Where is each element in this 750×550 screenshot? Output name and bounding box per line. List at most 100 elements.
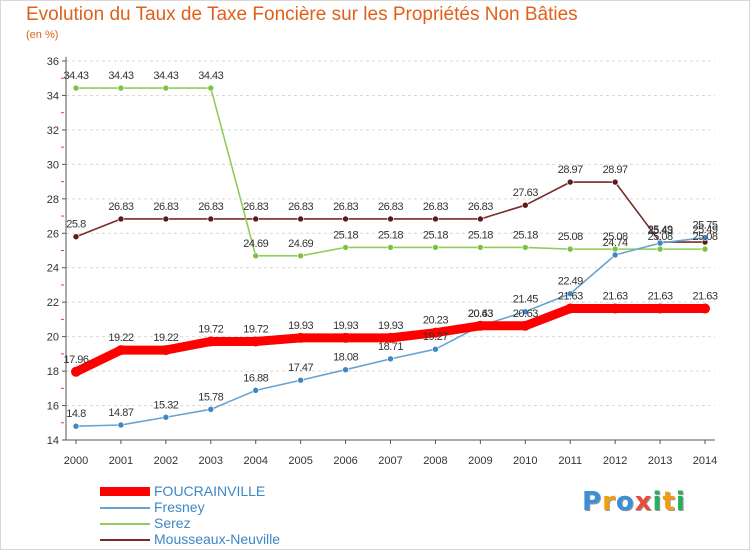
data-label: 25.18 xyxy=(423,229,448,241)
data-point xyxy=(207,406,215,413)
data-point xyxy=(297,215,304,223)
data-point xyxy=(566,290,574,298)
data-label: 22.49 xyxy=(558,276,583,288)
data-point xyxy=(117,84,125,92)
data-label: 34.43 xyxy=(153,70,178,82)
data-point xyxy=(565,303,576,314)
legend-swatch xyxy=(100,523,150,525)
data-point xyxy=(656,239,664,247)
data-label: 25.18 xyxy=(468,229,493,241)
data-point xyxy=(252,252,260,260)
data-label: 25.18 xyxy=(378,229,403,241)
data-label: 26.83 xyxy=(333,201,358,213)
data-point xyxy=(432,215,439,223)
x-tick-label: 2008 xyxy=(423,455,447,467)
data-label: 20.43 xyxy=(468,308,493,320)
data-point xyxy=(205,336,216,347)
data-label: 25.49 xyxy=(648,224,673,236)
data-label: 19.22 xyxy=(153,332,178,344)
data-label: 21.63 xyxy=(648,291,673,303)
data-point xyxy=(117,421,125,429)
logo-letter: x xyxy=(634,487,653,517)
data-label: 28.97 xyxy=(558,164,583,176)
y-tick-label: 28 xyxy=(47,194,59,206)
logo-letter: P xyxy=(582,487,603,517)
data-point xyxy=(477,244,484,251)
unit-label: (en %) xyxy=(26,29,59,41)
data-label: 26.83 xyxy=(423,201,448,213)
proxiti-logo: Proxiti xyxy=(582,487,686,517)
data-point xyxy=(71,366,81,377)
data-point xyxy=(160,345,171,356)
data-point xyxy=(566,178,574,186)
data-point xyxy=(385,332,396,343)
logo-letter: r xyxy=(602,487,616,517)
data-label: 24.69 xyxy=(288,238,313,250)
x-tick-label: 2014 xyxy=(693,455,717,467)
data-label: 25.49 xyxy=(693,224,718,236)
y-tick-label: 30 xyxy=(47,159,59,171)
y-tick-label: 14 xyxy=(47,435,59,447)
y-tick-label: 16 xyxy=(47,401,59,413)
data-label: 14.8 xyxy=(66,408,86,420)
data-label: 26.83 xyxy=(243,201,268,213)
data-point xyxy=(297,252,304,260)
data-point xyxy=(340,332,351,343)
legend-swatch xyxy=(100,539,150,541)
data-label: 15.32 xyxy=(153,399,178,411)
y-tick-label: 32 xyxy=(47,125,59,137)
x-tick-label: 2000 xyxy=(64,455,88,467)
data-label: 24.69 xyxy=(243,238,268,250)
logo-letter: o xyxy=(615,487,635,517)
data-point xyxy=(387,215,394,223)
data-label: 19.27 xyxy=(423,331,448,343)
data-point xyxy=(566,245,574,253)
y-tick-label: 34 xyxy=(47,90,59,102)
data-label: 25.18 xyxy=(513,229,538,241)
data-point xyxy=(342,244,349,251)
data-point xyxy=(342,366,349,374)
data-label: 27.63 xyxy=(513,187,538,199)
data-point xyxy=(115,345,126,356)
data-label: 25.08 xyxy=(693,231,718,243)
line-chart: 14 16 18 20 22 24 26 28 30 32 34 36 2000 2001 2002 2003… xyxy=(47,56,719,467)
data-label: 26.83 xyxy=(108,201,133,213)
data-point xyxy=(117,215,125,223)
data-label: 20.23 xyxy=(423,315,448,327)
data-label: 21.63 xyxy=(603,291,628,303)
data-label: 21.63 xyxy=(693,291,718,303)
data-point xyxy=(477,215,484,223)
data-point xyxy=(207,84,215,92)
data-label: 19.93 xyxy=(288,320,313,332)
data-label: 26.83 xyxy=(288,201,313,213)
data-point xyxy=(387,355,394,363)
data-label: 21.63 xyxy=(558,291,583,303)
data-point xyxy=(611,178,619,186)
data-point xyxy=(207,215,215,223)
logo-letter: i xyxy=(652,487,663,517)
legend-label: Mousseaux-Neuville xyxy=(154,531,281,547)
x-tick-label: 2003 xyxy=(199,455,223,467)
data-point xyxy=(72,233,80,241)
data-label: 25.18 xyxy=(333,229,358,241)
data-label: 34.43 xyxy=(198,70,223,82)
data-label: 26.83 xyxy=(468,201,493,213)
data-point xyxy=(162,215,170,223)
y-tick-label: 22 xyxy=(47,297,59,309)
data-label: 16.88 xyxy=(243,372,268,384)
data-point xyxy=(162,413,170,421)
data-label: 14.87 xyxy=(108,407,133,419)
data-point xyxy=(700,303,711,314)
data-label: 26.83 xyxy=(153,201,178,213)
x-tick-label: 2007 xyxy=(378,455,402,467)
data-point xyxy=(295,332,306,343)
data-point xyxy=(430,327,441,338)
y-tick-label: 36 xyxy=(47,56,59,68)
data-point xyxy=(655,303,666,314)
data-label: 25.08 xyxy=(648,231,673,243)
data-point xyxy=(520,320,531,331)
data-label: 18.71 xyxy=(378,341,403,353)
x-tick-label: 2010 xyxy=(513,455,537,467)
data-label: 24.74 xyxy=(603,237,628,249)
